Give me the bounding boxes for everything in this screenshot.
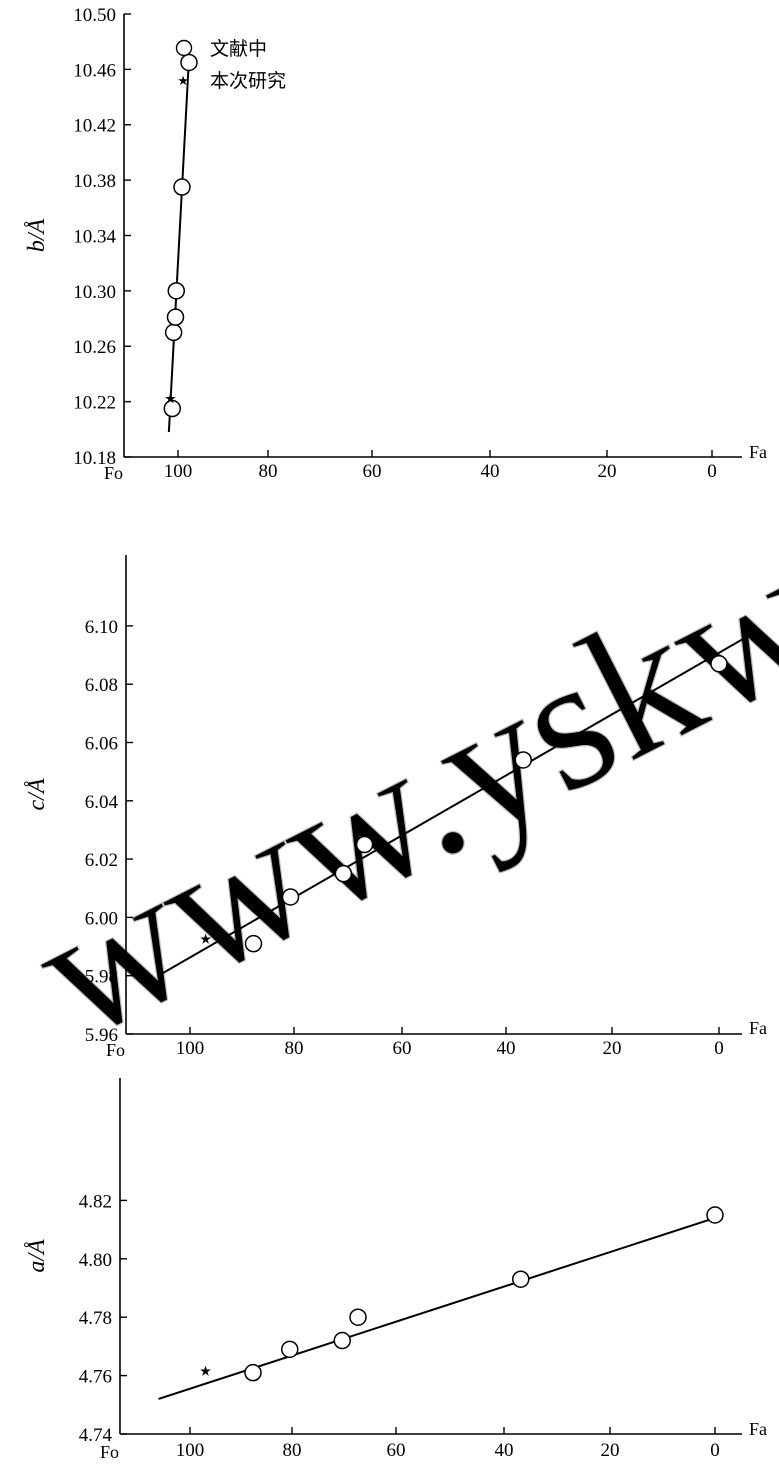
- y-tick-label: 4.80: [79, 1250, 112, 1271]
- x-tick-label: 40: [495, 1440, 514, 1461]
- legend-circle-marker: [175, 39, 193, 57]
- y-tick-label: 10.50: [73, 5, 116, 26]
- data-point-circle: [163, 399, 182, 418]
- y-axis-label: c/Å: [24, 778, 50, 810]
- data-point-circle: [514, 751, 533, 769]
- fit-line: [167, 58, 190, 433]
- y-tick-label: 6.00: [85, 908, 118, 929]
- y-tick-label: 5.98: [85, 967, 118, 988]
- x-tick-label: 60: [363, 461, 382, 482]
- y-tick-label: 6.04: [85, 792, 119, 813]
- data-point-circle: [355, 835, 374, 854]
- x-tick-label: 80: [259, 461, 278, 482]
- x-tick-label: 100: [176, 1038, 205, 1059]
- legend-label-this-study: 本次研究: [210, 70, 286, 92]
- data-point-circle: [512, 1270, 530, 1288]
- data-point-circle: [244, 1363, 262, 1382]
- y-tick-label: 10.38: [73, 171, 116, 192]
- y-tick-label: 5.96: [85, 1025, 118, 1046]
- data-point-circle: [244, 934, 263, 953]
- data-point-star: ⋆: [197, 1356, 215, 1387]
- data-point-star: ⋆: [162, 383, 180, 414]
- x-axis-left-label: Fo: [106, 1040, 125, 1060]
- x-tick-label: 60: [387, 1440, 406, 1461]
- x-axis-right-label: Fa: [749, 442, 767, 462]
- panel-a: 4.74 4.76 4.78 4.80 4.82 100 80 60 40 20 0 Fo Fa a/Å ⋆: [24, 1078, 767, 1462]
- y-tick-label: 4.76: [79, 1367, 112, 1388]
- data-point-circle: [173, 178, 191, 196]
- x-axis-right-label: Fa: [749, 1018, 767, 1038]
- y-axis-label: a/Å: [24, 1239, 50, 1273]
- x-tick-label: 60: [393, 1038, 412, 1059]
- x-tick-label: 40: [497, 1038, 516, 1059]
- data-point-circle: [349, 1308, 367, 1326]
- data-point-circle: [167, 282, 186, 300]
- data-point-circle: [334, 864, 353, 883]
- legend-star-marker: ⋆: [175, 66, 191, 95]
- y-tick-label: 4.78: [79, 1308, 112, 1329]
- y-tick-label: 10.42: [73, 116, 116, 137]
- data-point-circle: [164, 323, 183, 342]
- y-tick-label: 10.30: [73, 282, 116, 303]
- x-tick-label: 100: [176, 1440, 205, 1461]
- y-tick-label: 4.82: [79, 1191, 112, 1212]
- y-tick-label: 6.08: [85, 675, 118, 696]
- x-axis-left-label: Fo: [104, 463, 123, 483]
- legend: 文献中 ⋆ 本次研究: [175, 38, 286, 95]
- data-point-circle: [333, 1331, 351, 1350]
- watermark-text: www.yskw.ac.cn: [4, 312, 779, 1080]
- x-tick-label: 100: [164, 461, 193, 482]
- y-tick-label: 10.26: [73, 337, 116, 358]
- x-tick-label: 20: [598, 461, 617, 482]
- y-tick-label: 4.74: [79, 1425, 113, 1446]
- data-point-circle: [166, 308, 185, 326]
- y-tick-label: 10.46: [73, 60, 116, 81]
- x-tick-label: 0: [710, 1440, 720, 1461]
- x-tick-label: 80: [285, 1038, 304, 1059]
- x-axis-right-label: Fa: [749, 1419, 767, 1439]
- panel-b: 10.18 10.22 10.26 10.30 10.34 10.38 10.42 10.46…: [24, 5, 767, 483]
- y-tick-label: 6.06: [85, 734, 118, 755]
- panel-c: 5.96 5.98 6.00 6.02 6.04 6.06 6.08 6.10 100 80 60 4…: [24, 555, 767, 1060]
- fit-line: [158, 1216, 716, 1400]
- y-tick-label: 6.10: [85, 617, 118, 638]
- y-tick-label: 10.34: [73, 226, 116, 247]
- data-point-circle: [706, 1206, 724, 1224]
- y-axis-label: b/Å: [24, 218, 50, 252]
- data-point-circle: [281, 1340, 299, 1359]
- y-tick-label: 10.18: [73, 448, 116, 469]
- x-axis-left-label: Fo: [100, 1442, 119, 1462]
- x-tick-label: 0: [714, 1038, 724, 1059]
- x-tick-label: 20: [603, 1038, 622, 1059]
- y-tick-label: 10.22: [73, 393, 116, 414]
- x-tick-label: 80: [283, 1440, 302, 1461]
- y-tick-label: 6.02: [85, 850, 118, 871]
- data-point-circle: [710, 655, 728, 673]
- legend-label-literature: 文献中: [210, 38, 267, 60]
- data-point-circle: [281, 888, 300, 906]
- x-tick-label: 20: [601, 1440, 620, 1461]
- fit-line: [157, 636, 746, 977]
- x-tick-label: 40: [481, 461, 500, 482]
- x-tick-label: 0: [707, 461, 717, 482]
- data-point-star: ⋆: [197, 924, 215, 955]
